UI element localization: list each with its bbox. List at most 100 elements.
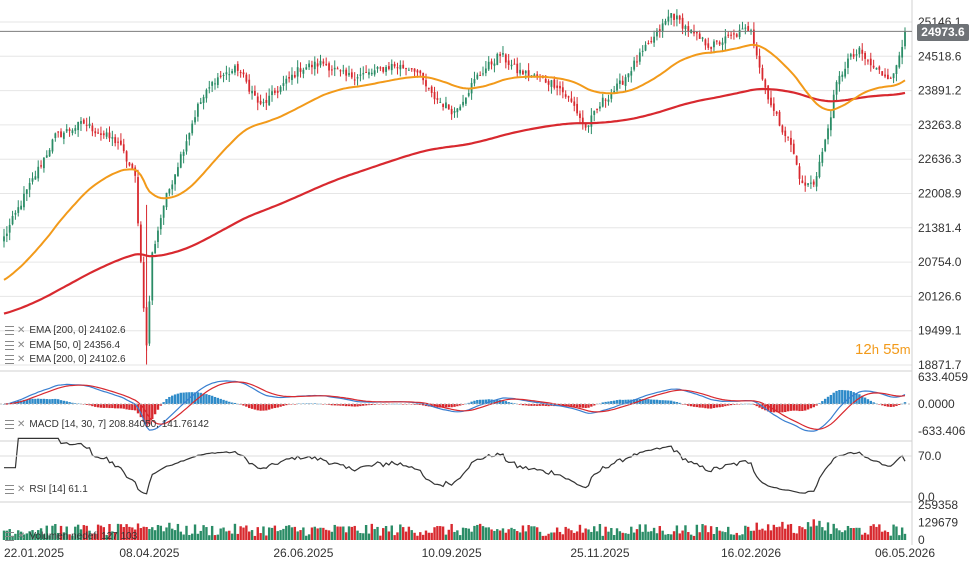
macd-histogram-bar <box>305 403 308 404</box>
volume-bar <box>632 532 636 540</box>
close-icon[interactable]: ✕ <box>17 530 26 542</box>
macd-histogram-bar <box>245 404 248 407</box>
close-icon[interactable]: ✕ <box>17 324 26 336</box>
macd-histogram-bar <box>661 400 664 404</box>
legend-ema200-a[interactable]: ✕ EMA [200, 0] 24102.6 <box>5 324 126 337</box>
candle-body <box>57 131 60 133</box>
volume-bar <box>350 526 354 540</box>
candle-body <box>795 155 798 165</box>
macd-histogram-bar <box>878 404 881 405</box>
volume-bar <box>171 528 174 540</box>
volume-bar <box>678 533 681 540</box>
settings-lines-icon[interactable] <box>5 484 14 494</box>
legend-macd[interactable]: ✕ MACD [14, 30, 7] 208.84050, 141.76142 <box>5 418 209 431</box>
candle-body <box>550 80 553 87</box>
candle-body <box>641 50 644 52</box>
close-icon[interactable]: ✕ <box>17 353 26 365</box>
macd-histogram-bar <box>826 396 830 404</box>
candle-body <box>869 58 872 66</box>
candle-body <box>211 81 214 86</box>
candle-body <box>667 16 670 22</box>
macd-histogram-bar <box>704 404 707 409</box>
date-tick-label: 25.11.2025 <box>570 546 629 560</box>
settings-lines-icon[interactable] <box>5 354 14 364</box>
settings-lines-icon[interactable] <box>5 531 14 541</box>
candle-body <box>159 218 162 230</box>
candle-body <box>325 63 328 66</box>
macd-histogram-bar <box>113 404 117 409</box>
volume-bar <box>410 530 413 540</box>
candle-body <box>604 99 607 101</box>
volume-bar <box>136 523 140 540</box>
candle-body <box>348 72 350 76</box>
macd-histogram-bar <box>370 404 374 405</box>
volume-bar <box>598 523 602 540</box>
candle-body <box>165 192 168 208</box>
candle-body <box>775 111 778 114</box>
volume-bar <box>573 532 576 540</box>
macd-histogram-bar <box>538 404 542 406</box>
candle-body <box>581 117 584 124</box>
macd-histogram-bar <box>439 404 442 408</box>
volume-bar <box>51 525 54 540</box>
candle-body <box>733 33 735 35</box>
volume-bar <box>85 525 88 540</box>
legend-volume[interactable]: ✕ Volumen nedefi 127 103 <box>5 530 137 543</box>
macd-histogram-bar <box>19 400 23 404</box>
volume-bar <box>153 530 157 540</box>
close-icon[interactable]: ✕ <box>17 483 26 495</box>
legend-ema200-b[interactable]: ✕ EMA [200, 0] 24102.6 <box>5 353 126 366</box>
candle-body <box>350 72 353 78</box>
volume-bar <box>530 526 533 540</box>
candle-body <box>787 136 789 138</box>
volume-bar <box>14 533 17 540</box>
volume-bar <box>185 525 188 540</box>
settings-lines-icon[interactable] <box>5 325 14 335</box>
candle-body <box>704 39 707 46</box>
volume-bar <box>490 529 493 540</box>
candle-body <box>142 262 145 309</box>
macd-histogram-bar <box>530 404 533 406</box>
legend-ema50[interactable]: ✕ EMA [50, 0] 24356.4 <box>5 339 120 352</box>
ema200-line <box>3 87 906 315</box>
candle-body <box>407 69 410 71</box>
macd-histogram-bar <box>153 404 157 415</box>
close-icon[interactable]: ✕ <box>17 339 26 351</box>
candle-body <box>778 111 781 126</box>
candle-body <box>194 117 196 123</box>
close-icon[interactable]: ✕ <box>17 418 26 430</box>
countdown-minutes: 55 <box>883 341 900 358</box>
volume-bar <box>621 532 624 540</box>
macd-histogram-bar <box>450 404 453 408</box>
volume-bar <box>684 525 687 540</box>
volume-bar <box>256 527 259 540</box>
settings-lines-icon[interactable] <box>5 419 14 429</box>
macd-histogram-bar <box>250 404 254 409</box>
volume-bar <box>741 534 744 540</box>
macd-histogram-bar <box>202 393 205 404</box>
date-tick-label: 26.06.2025 <box>273 546 333 560</box>
volume-bar <box>105 534 108 540</box>
settings-lines-icon[interactable] <box>5 340 14 350</box>
macd-histogram-bar <box>39 398 43 404</box>
candle-body <box>225 72 228 75</box>
volume-bar <box>507 529 510 540</box>
volume-bar <box>79 529 83 540</box>
macd-histogram-bar <box>410 404 413 405</box>
candle-body <box>410 68 413 70</box>
legend-rsi[interactable]: ✕ RSI [14] 61.1 <box>5 483 88 496</box>
volume-bar <box>324 529 328 540</box>
candle-body <box>345 69 348 76</box>
volume-bar <box>798 526 801 540</box>
volume-bar <box>567 528 570 540</box>
macd-histogram-bar <box>82 404 86 405</box>
legend-label: EMA [50, 0] 24356.4 <box>29 340 121 351</box>
candle-body <box>191 123 194 134</box>
volume-bar <box>612 535 616 540</box>
candle-body <box>271 91 273 96</box>
volume-bar <box>795 533 798 540</box>
volume-bar <box>652 527 656 540</box>
macd-histogram-bar <box>34 398 37 404</box>
